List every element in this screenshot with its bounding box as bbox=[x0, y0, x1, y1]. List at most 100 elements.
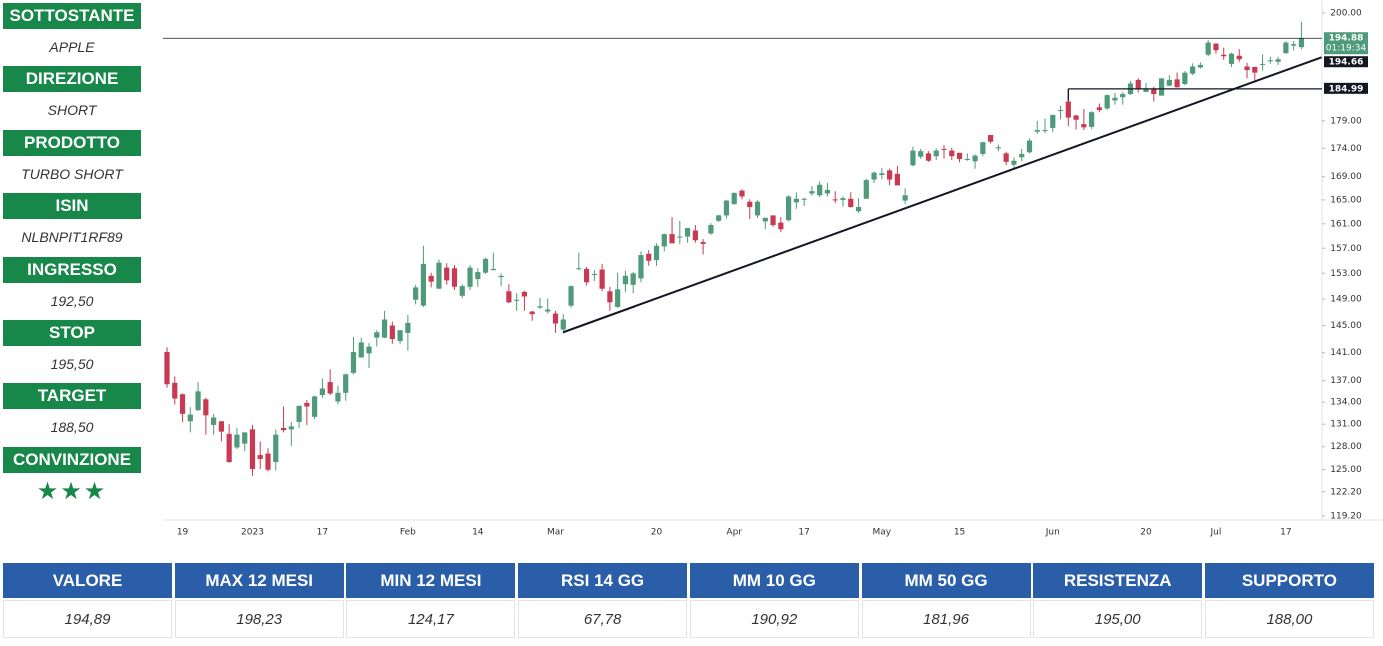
candle-body bbox=[677, 236, 683, 238]
panel-value: TURBO SHORT bbox=[21, 165, 123, 182]
candle-body bbox=[1267, 60, 1273, 62]
x-tick-label: Jun bbox=[1045, 528, 1060, 538]
candle-body bbox=[312, 396, 318, 417]
candle-body bbox=[848, 198, 854, 208]
panel-label: CONVINZIONE bbox=[3, 446, 141, 473]
panel-value: 195,50 bbox=[50, 355, 94, 372]
candle-body bbox=[319, 388, 325, 395]
candle-body bbox=[234, 434, 240, 448]
candle-body bbox=[1182, 72, 1188, 85]
candle-body bbox=[296, 405, 302, 422]
candle-body bbox=[692, 230, 698, 241]
candle-body bbox=[1174, 79, 1180, 88]
candle-body bbox=[436, 262, 442, 289]
candle-body bbox=[599, 269, 605, 289]
panel-value: ★★★ bbox=[36, 477, 108, 505]
candle-body bbox=[1252, 66, 1258, 73]
table-cell: 124,17 bbox=[346, 600, 516, 638]
candle-body bbox=[972, 155, 978, 162]
candle-body bbox=[428, 275, 434, 282]
candle-body bbox=[366, 346, 372, 354]
candle-body bbox=[1003, 153, 1009, 162]
x-tick-label: Mar bbox=[547, 528, 564, 538]
price-label-box bbox=[1324, 82, 1368, 94]
x-tick-label: Feb bbox=[400, 528, 416, 538]
y-tick-label: 134.00 bbox=[1330, 398, 1362, 408]
candle-body bbox=[778, 222, 784, 230]
table-cell: 67,78 bbox=[518, 600, 688, 638]
candle-body bbox=[335, 392, 341, 402]
candle-body bbox=[684, 228, 691, 237]
candle-body bbox=[179, 394, 186, 414]
x-tick-label: 2023 bbox=[241, 528, 264, 538]
candle-body bbox=[762, 217, 768, 222]
candle-body bbox=[211, 417, 217, 425]
x-tick-label: 14 bbox=[472, 528, 484, 538]
y-tick-label: 161.00 bbox=[1330, 219, 1362, 229]
candle-body bbox=[1236, 55, 1242, 60]
candle-body bbox=[1073, 115, 1079, 120]
candle-body bbox=[708, 225, 714, 234]
table-header: SUPPORTO bbox=[1204, 563, 1374, 598]
candle-body bbox=[560, 319, 566, 330]
candle-body bbox=[824, 190, 831, 194]
candle-body bbox=[327, 382, 333, 394]
candle-body bbox=[817, 184, 823, 196]
panel-label: TARGET bbox=[3, 383, 141, 410]
candle-body bbox=[964, 159, 970, 161]
candle-body bbox=[1221, 54, 1227, 57]
table-cell: 194,89 bbox=[3, 600, 172, 638]
candle-body bbox=[467, 267, 473, 287]
candle-body bbox=[358, 342, 364, 358]
candle-body bbox=[1197, 64, 1204, 68]
candle-body bbox=[381, 319, 388, 338]
panel-label: ISIN bbox=[3, 193, 141, 220]
x-tick-label: 15 bbox=[954, 528, 965, 538]
candle-body bbox=[1298, 38, 1305, 48]
candle-body bbox=[1166, 79, 1172, 86]
candle-body bbox=[420, 263, 427, 306]
candle-body bbox=[933, 150, 939, 157]
table-header: RESISTENZA bbox=[1033, 563, 1203, 598]
candle-body bbox=[1011, 160, 1017, 165]
candle-body bbox=[249, 429, 256, 469]
table-cell: 181,96 bbox=[861, 600, 1031, 638]
candle-body bbox=[506, 291, 512, 303]
candle-body bbox=[840, 198, 846, 200]
info-panel: SOTTOSTANTE APPLE DIREZIONE SHORT PRODOTTO TU… bbox=[3, 3, 141, 510]
price-chart: 200.00 179.00 174.00 169.00 165.00 161.00 157.… bbox=[163, 0, 1383, 538]
table-cell: 198,23 bbox=[174, 600, 344, 638]
candle-body bbox=[1291, 44, 1297, 46]
candle-body bbox=[1026, 140, 1033, 153]
y-tick-label: 119.20 bbox=[1330, 511, 1362, 521]
panel-value: SHORT bbox=[47, 102, 97, 119]
candle-body bbox=[459, 286, 465, 296]
candle-body bbox=[164, 352, 170, 385]
candle-body bbox=[1143, 88, 1149, 92]
candle-body bbox=[1283, 42, 1289, 54]
trend-line bbox=[562, 56, 1322, 334]
candle-body bbox=[871, 172, 877, 180]
candle-body bbox=[809, 191, 815, 194]
candle-body bbox=[786, 196, 792, 221]
candle-body bbox=[482, 258, 489, 273]
candle-body bbox=[793, 198, 799, 203]
y-tick-label: 122.20 bbox=[1330, 487, 1362, 497]
y-tick-label: 125.00 bbox=[1330, 465, 1362, 475]
price-label: 194.66 bbox=[1329, 58, 1364, 68]
candle-body bbox=[1135, 79, 1141, 90]
candle-body bbox=[203, 399, 209, 416]
candle-body bbox=[653, 245, 660, 261]
candle-body bbox=[770, 215, 776, 226]
candle-body bbox=[591, 273, 597, 275]
candle-body bbox=[716, 215, 722, 221]
y-tick-label: 165.00 bbox=[1330, 195, 1362, 205]
table-header: RSI 14 GG bbox=[518, 563, 688, 598]
candle-body bbox=[1034, 130, 1040, 132]
price-label-box bbox=[1324, 56, 1368, 68]
panel-value: APPLE bbox=[49, 39, 95, 55]
x-tick-label: 17 bbox=[798, 528, 809, 538]
x-tick-label: 19 bbox=[177, 528, 189, 538]
table-header: MIN 12 MESI bbox=[346, 563, 516, 598]
candle-body bbox=[288, 426, 294, 430]
